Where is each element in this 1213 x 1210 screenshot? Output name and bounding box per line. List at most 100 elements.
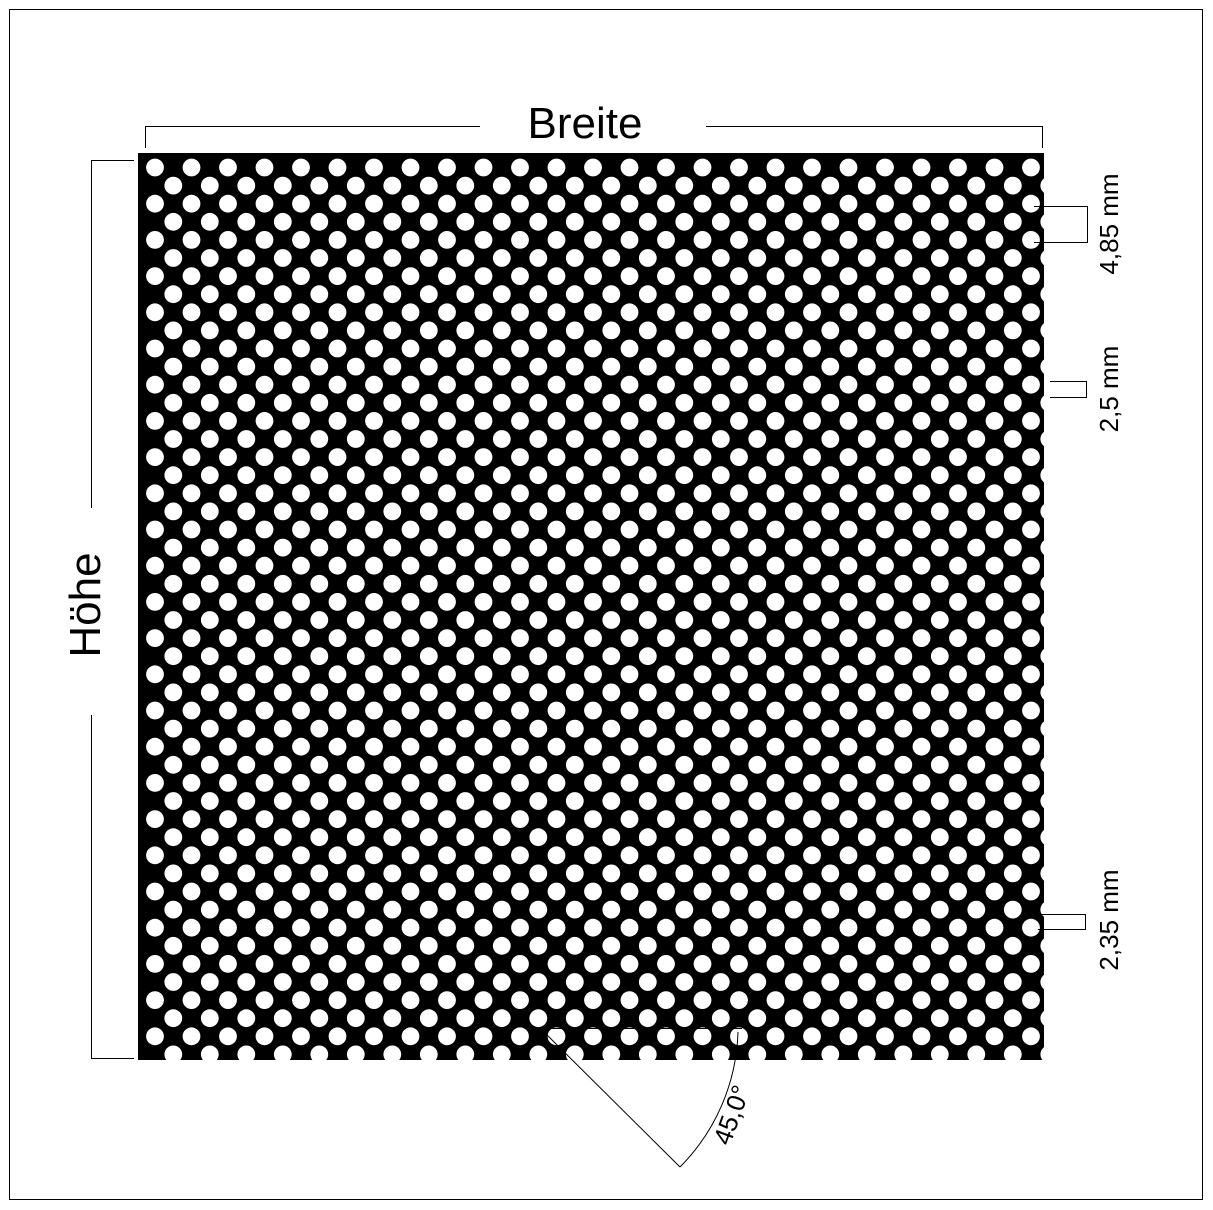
perforation-hole	[310, 321, 329, 340]
perforation-hole	[949, 629, 967, 647]
perforation-hole	[565, 321, 584, 340]
perforation-hole	[492, 973, 511, 991]
perforation-hole	[930, 792, 949, 810]
perforation-hole	[711, 611, 730, 629]
perforation-hole	[857, 647, 876, 666]
perforation-hole	[675, 1045, 694, 1060]
perforation-hole	[638, 683, 657, 702]
perforation-hole	[1040, 250, 1044, 266]
perforation-hole	[748, 321, 767, 340]
perforation-hole	[547, 339, 566, 358]
perforation-hole	[529, 828, 548, 847]
perforation-hole	[346, 357, 365, 376]
perforation-hole	[200, 393, 219, 412]
perforation-hole	[328, 231, 347, 249]
perforation-hole	[456, 683, 475, 702]
perforation-hole	[310, 1045, 329, 1060]
perforation-hole	[730, 484, 748, 503]
perforation-hole	[620, 846, 639, 865]
perforation-hole	[146, 484, 164, 503]
perforation-hole	[748, 1045, 767, 1060]
perforation-hole	[620, 484, 639, 503]
perforation-hole	[857, 864, 876, 883]
perforation-hole	[383, 393, 402, 412]
perforation-hole	[876, 484, 894, 503]
perforation-hole	[675, 755, 694, 774]
perforation-hole	[365, 846, 383, 865]
perforation-hole	[784, 249, 803, 267]
perforation-hole	[456, 538, 475, 557]
angle-label: 45,0°	[707, 1081, 756, 1149]
perforation-hole	[401, 955, 420, 973]
perforation-hole	[857, 285, 876, 304]
perforation-hole	[438, 991, 456, 1009]
perforation-hole	[383, 647, 402, 666]
hole-diameter-callout	[1050, 381, 1087, 398]
perforation-hole	[1003, 285, 1022, 304]
perforation-hole	[492, 285, 511, 304]
perforation-hole	[657, 520, 675, 539]
perforation-hole	[1022, 991, 1040, 1009]
perforation-hole	[912, 665, 931, 684]
perforation-hole	[346, 212, 365, 231]
perforation-hole	[711, 321, 730, 340]
perforation-hole	[711, 574, 730, 593]
perforation-hole	[657, 267, 675, 285]
perforation-hole	[985, 955, 1004, 973]
perforation-hole	[456, 719, 475, 738]
perforation-hole	[292, 520, 310, 539]
perforation-hole	[1003, 249, 1022, 267]
perforation-hole	[565, 936, 584, 955]
perforation-hole	[949, 194, 967, 213]
perforation-hole	[693, 448, 712, 466]
perforation-hole	[237, 502, 256, 521]
perforation-hole	[803, 882, 821, 901]
perforation-hole	[419, 176, 438, 195]
perforation-hole	[219, 701, 237, 720]
perforation-hole	[511, 303, 529, 322]
perforation-hole	[456, 502, 475, 521]
perforation-hole	[912, 231, 931, 249]
perforation-hole	[985, 846, 1004, 865]
perforation-hole	[511, 231, 529, 249]
perforation-hole	[675, 538, 694, 557]
perforation-hole	[711, 864, 730, 883]
perforation-hole	[894, 212, 913, 231]
perforation-hole	[930, 538, 949, 557]
perforation-hole	[1022, 737, 1040, 756]
perforation-hole	[401, 303, 420, 322]
perforation-hole	[784, 973, 803, 991]
perforation-hole	[784, 285, 803, 304]
perforation-hole	[237, 647, 256, 666]
perforation-hole	[1040, 757, 1044, 772]
perforation-hole	[930, 212, 949, 231]
perforation-hole	[346, 574, 365, 593]
perforation-hole	[511, 774, 529, 792]
perforation-hole	[292, 484, 310, 503]
perforation-hole	[529, 900, 548, 919]
perforation-hole	[255, 303, 274, 322]
perforation-hole	[182, 629, 201, 647]
perforation-hole	[273, 1045, 292, 1060]
perforation-hole	[1040, 576, 1044, 591]
perforation-hole	[821, 176, 840, 195]
perforation-hole	[748, 466, 767, 485]
perforation-hole	[1022, 593, 1040, 611]
perforation-hole	[365, 955, 383, 973]
perforation-hole	[237, 357, 256, 376]
perforation-hole	[565, 285, 584, 304]
perforation-hole	[638, 249, 657, 267]
perforation-hole	[401, 774, 420, 792]
perforation-hole	[255, 1027, 274, 1046]
perforation-hole	[255, 375, 274, 394]
perforation-hole	[200, 466, 219, 485]
perforation-hole	[821, 1009, 840, 1028]
perforation-hole	[876, 1027, 894, 1046]
perforation-hole	[967, 357, 986, 376]
perforation-hole	[803, 231, 821, 249]
perforation-hole	[839, 520, 858, 539]
perforation-hole	[438, 955, 456, 973]
perforation-hole	[930, 574, 949, 593]
perforation-hole	[200, 864, 219, 883]
perforation-hole	[383, 249, 402, 267]
